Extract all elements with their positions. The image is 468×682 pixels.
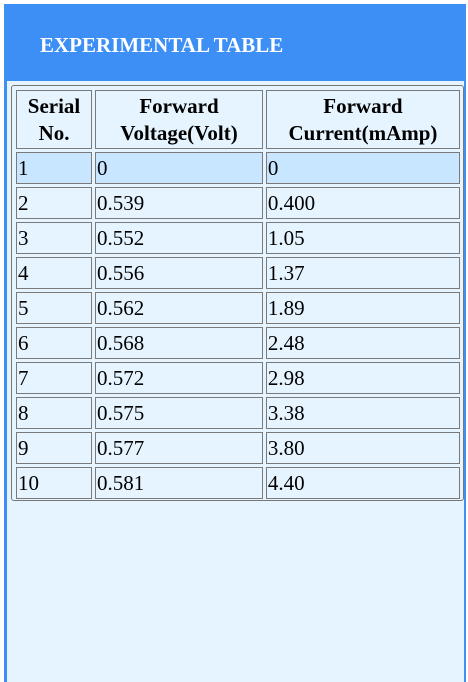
table-row: 2 0.539 0.400 — [16, 187, 460, 219]
column-header-forward-current: Forward Current(mAmp) — [265, 90, 460, 149]
panel-title: EXPERIMENTAL TABLE — [40, 33, 284, 57]
table-row: 4 0.556 1.37 — [16, 257, 460, 289]
voltage-cell: 0.572 — [95, 362, 263, 394]
voltage-cell: 0.577 — [95, 432, 263, 464]
table-row: 8 0.575 3.38 — [16, 397, 460, 429]
table-row: 7 0.572 2.98 — [16, 362, 460, 394]
current-cell: 2.98 — [265, 362, 460, 394]
voltage-cell: 0.575 — [95, 397, 263, 429]
experimental-table-container: Serial No. Forward Voltage(Volt) Forward… — [11, 85, 464, 501]
table-row: 10 0.581 4.40 — [16, 467, 460, 499]
current-cell: 0.400 — [265, 187, 460, 219]
column-header-line: Current(mAmp) — [288, 120, 438, 145]
serial-cell: 1 — [16, 152, 93, 184]
serial-cell: 6 — [16, 327, 93, 359]
current-cell: 1.37 — [265, 257, 460, 289]
table-header-row: Serial No. Forward Voltage(Volt) Forward… — [16, 90, 460, 149]
voltage-cell: 0 — [95, 152, 263, 184]
table-row: 9 0.577 3.80 — [16, 432, 460, 464]
serial-cell: 3 — [16, 222, 93, 254]
voltage-cell: 0.552 — [95, 222, 263, 254]
experiment-panel: EXPERIMENTAL TABLE Serial No. Forward Vo… — [4, 4, 466, 682]
table-row: 5 0.562 1.89 — [16, 292, 460, 324]
serial-cell: 9 — [16, 432, 93, 464]
voltage-cell: 0.539 — [95, 187, 263, 219]
column-header-line: No. — [38, 120, 70, 145]
column-header-line: Forward — [139, 93, 219, 118]
column-header-forward-voltage: Forward Voltage(Volt) — [95, 90, 263, 149]
panel-header: EXPERIMENTAL TABLE — [7, 4, 464, 81]
experimental-table: Serial No. Forward Voltage(Volt) Forward… — [13, 87, 463, 502]
serial-cell: 10 — [16, 467, 93, 499]
voltage-cell: 0.581 — [95, 467, 263, 499]
table-body: 1 0 0 2 0.539 0.400 3 0.552 1.05 4 0.556 1.37 5 0.562… — [16, 152, 460, 499]
voltage-cell: 0.562 — [95, 292, 263, 324]
serial-cell: 7 — [16, 362, 93, 394]
column-header-line: Forward — [323, 93, 403, 118]
serial-cell: 8 — [16, 397, 93, 429]
current-cell: 3.80 — [265, 432, 460, 464]
serial-cell: 2 — [16, 187, 93, 219]
serial-cell: 4 — [16, 257, 93, 289]
current-cell: 2.48 — [265, 327, 460, 359]
voltage-cell: 0.568 — [95, 327, 263, 359]
column-header-line: Serial — [27, 93, 81, 118]
current-cell: 3.38 — [265, 397, 460, 429]
column-header-serial: Serial No. — [16, 90, 93, 149]
table-row: 6 0.568 2.48 — [16, 327, 460, 359]
voltage-cell: 0.556 — [95, 257, 263, 289]
serial-cell: 5 — [16, 292, 93, 324]
current-cell: 0 — [265, 152, 460, 184]
current-cell: 1.05 — [265, 222, 460, 254]
column-header-line: Voltage(Volt) — [120, 120, 238, 145]
table-row: 3 0.552 1.05 — [16, 222, 460, 254]
current-cell: 4.40 — [265, 467, 460, 499]
current-cell: 1.89 — [265, 292, 460, 324]
